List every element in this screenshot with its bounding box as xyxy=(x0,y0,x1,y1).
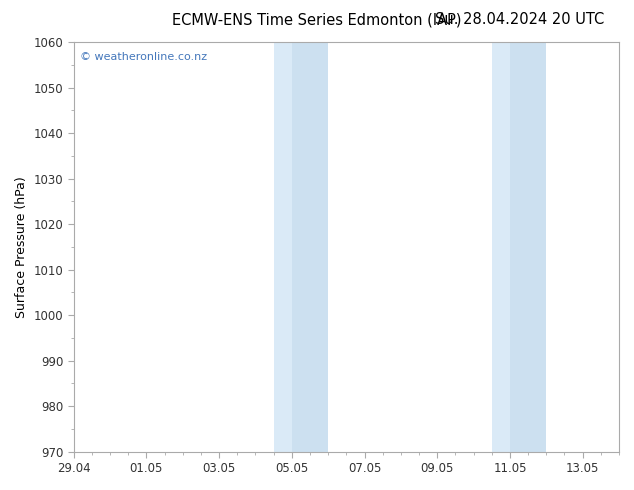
Text: ECMW-ENS Time Series Edmonton (IAP): ECMW-ENS Time Series Edmonton (IAP) xyxy=(172,12,462,27)
Text: Su. 28.04.2024 20 UTC: Su. 28.04.2024 20 UTC xyxy=(436,12,604,27)
Bar xyxy=(292,42,328,452)
Bar xyxy=(510,42,547,452)
Bar xyxy=(274,42,292,452)
Bar xyxy=(492,42,510,452)
Text: © weatheronline.co.nz: © weatheronline.co.nz xyxy=(81,52,207,62)
Y-axis label: Surface Pressure (hPa): Surface Pressure (hPa) xyxy=(15,176,28,318)
